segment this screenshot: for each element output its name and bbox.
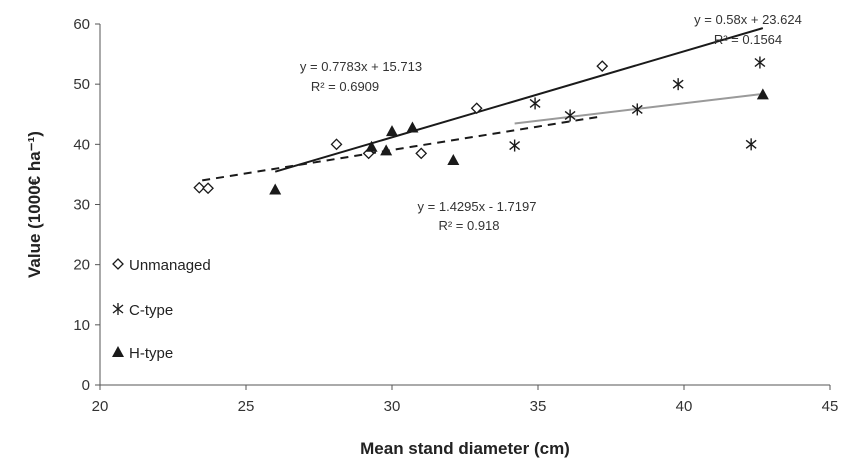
legend-triangle-icon xyxy=(112,346,124,357)
legend-label-c-type: C-type xyxy=(129,302,173,319)
x-tick-label: 35 xyxy=(530,398,547,415)
legend-item-unmanaged: Unmanaged xyxy=(112,257,211,274)
x-tick-label: 25 xyxy=(238,398,255,415)
h-type-equation: y = 1.4295x - 1.7197 xyxy=(418,199,537,214)
x-tick-label: 20 xyxy=(92,398,109,415)
point-unmanaged xyxy=(470,102,483,115)
y-tick-label: 0 xyxy=(82,377,90,394)
point-c-type-stroke xyxy=(564,110,576,120)
c-type-equation: y = 0.58x + 23.624 xyxy=(694,12,802,27)
point-c-type xyxy=(529,97,541,110)
x-axis-title: Mean stand diameter (cm) xyxy=(360,439,570,458)
legend: Unmanaged C-type H-type xyxy=(112,257,211,362)
y-tick-label: 30 xyxy=(73,197,90,214)
y-tick-label: 50 xyxy=(73,76,90,93)
legend-label-unmanaged: Unmanaged xyxy=(129,257,211,274)
axes: 0 10 20 30 40 50 60 20 25 30 35 40 45 Mean stand diam… xyxy=(25,16,838,458)
x-tick-label: 45 xyxy=(822,398,839,415)
point-h-type xyxy=(365,140,378,152)
point-h-type xyxy=(406,121,419,133)
y-tick-label: 20 xyxy=(73,257,90,274)
point-unmanaged xyxy=(596,60,609,73)
y-tick-label: 60 xyxy=(73,16,90,33)
y-tick-label: 10 xyxy=(73,317,90,334)
point-h-type xyxy=(386,125,398,137)
y-tick-label: 40 xyxy=(73,136,90,153)
point-c-type-stroke xyxy=(631,104,643,114)
point-unmanaged xyxy=(202,182,214,195)
y-axis-title: Value (1000€ ha⁻¹) xyxy=(25,131,44,278)
annotations: y = 0.7783x + 15.713 R² = 0.6909 y = 0.5… xyxy=(300,12,802,233)
point-c-type xyxy=(745,138,757,151)
unmanaged-equation: y = 0.7783x + 15.713 xyxy=(300,59,422,74)
point-h-type xyxy=(380,144,393,156)
point-c-type-stroke xyxy=(529,98,541,108)
point-unmanaged xyxy=(193,181,206,194)
legend-item-c-type: C-type xyxy=(112,302,173,319)
unmanaged-r2: R² = 0.6909 xyxy=(311,79,379,94)
h-type-r2: R² = 0.918 xyxy=(438,218,499,233)
point-h-type xyxy=(756,88,769,100)
point-h-type xyxy=(447,153,460,165)
legend-label-h-type: H-type xyxy=(129,345,173,362)
point-c-type-stroke xyxy=(509,140,521,151)
c-type-r2: R² = 0.1564 xyxy=(714,32,782,47)
data-points xyxy=(193,56,769,195)
legend-diamond-icon xyxy=(112,258,124,270)
point-c-type xyxy=(672,78,684,91)
x-tick-label: 30 xyxy=(384,398,401,415)
x-tick-label: 40 xyxy=(676,398,693,415)
point-c-type xyxy=(564,109,576,122)
point-h-type xyxy=(269,183,282,195)
point-c-type xyxy=(631,103,643,116)
point-c-type xyxy=(754,56,766,69)
point-c-type-stroke xyxy=(672,79,684,89)
trendlines xyxy=(202,27,764,182)
trendline-unmanaged xyxy=(202,115,603,182)
point-unmanaged xyxy=(330,138,343,151)
trendline-h-type xyxy=(274,27,764,173)
point-unmanaged xyxy=(415,147,428,160)
legend-item-h-type: H-type xyxy=(112,345,173,362)
legend-asterisk-icon xyxy=(112,303,124,315)
point-c-type-stroke xyxy=(745,139,757,149)
point-c-type xyxy=(509,139,521,152)
point-c-type-stroke xyxy=(754,57,766,68)
